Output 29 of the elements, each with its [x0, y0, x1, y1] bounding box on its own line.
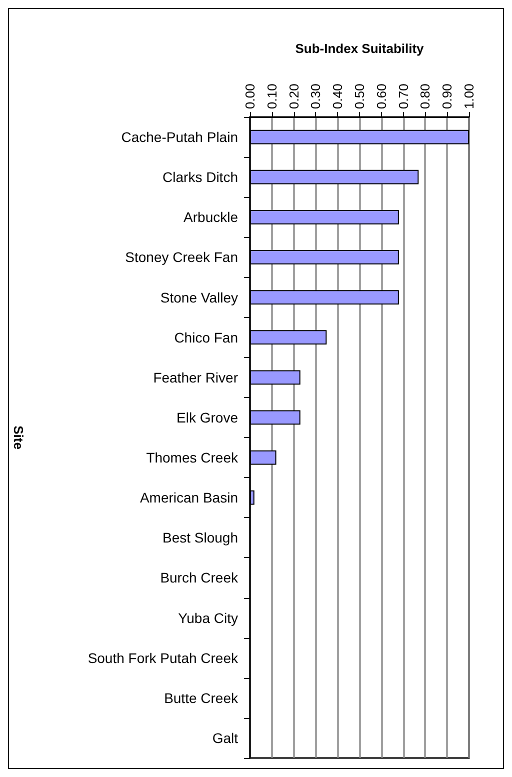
y-tick-label: Clarks Ditch [162, 169, 238, 186]
y-tick-label: Stoney Creek Fan [125, 249, 238, 266]
y-tick-label: Feather River [153, 369, 238, 386]
x-tick-label: 0.90 [440, 84, 455, 109]
y-tick-label: Stone Valley [160, 289, 238, 306]
y-tick-label: Butte Creek [164, 690, 239, 706]
y-tick-label: Arbuckle [184, 209, 238, 226]
y-tick-label: South Fork Putah Creek [88, 650, 239, 666]
y-tick-label: Elk Grove [176, 409, 238, 426]
x-tick-label: 0.50 [352, 84, 367, 109]
y-tick-label: American Basin [140, 490, 238, 506]
y-tick-label: Best Slough [162, 530, 238, 546]
x-tick-label: 1.00 [462, 84, 476, 109]
x-tick-label: 0.30 [308, 84, 324, 109]
x-tick-label: 0.00 [242, 84, 258, 109]
y-tick-label: Galt [212, 730, 238, 746]
y-axis-title: Site [11, 426, 26, 450]
x-tick-label: 0.20 [286, 84, 302, 109]
y-tick-label: Burch Creek [160, 570, 239, 586]
x-tick-label: 0.60 [374, 84, 389, 109]
y-tick-label: Thomes Creek [146, 450, 239, 466]
x-tick-label: 0.80 [418, 84, 433, 109]
x-tick-label: 0.10 [264, 84, 280, 109]
x-tick-label: 0.70 [396, 84, 411, 109]
y-tick-label: Chico Fan [174, 329, 238, 346]
y-tick-label: Cache-Putah Plain [121, 129, 238, 146]
x-tick-label: 0.40 [330, 84, 346, 109]
y-tick-label: Yuba City [178, 610, 238, 626]
x-axis-title: Sub-Index Suitability [295, 41, 425, 56]
